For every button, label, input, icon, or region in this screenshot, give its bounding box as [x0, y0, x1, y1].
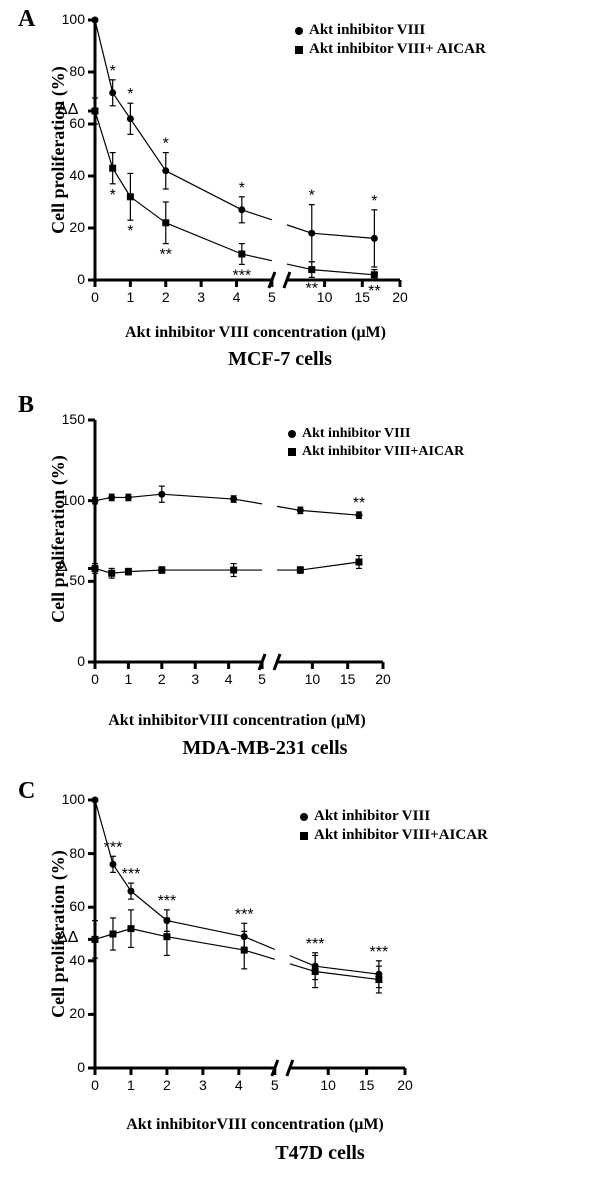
svg-text:***: *** — [306, 936, 325, 953]
xtick: 4 — [227, 1077, 251, 1093]
panel-title: T47D cells — [190, 1142, 450, 1165]
xtick: 5 — [263, 1077, 287, 1093]
svg-text:***: *** — [370, 944, 389, 961]
xtick: 1 — [119, 1077, 143, 1093]
xtick: 2 — [155, 1077, 179, 1093]
svg-text:***: *** — [235, 906, 254, 923]
square-marker-icon — [300, 832, 308, 840]
legend: Akt inhibitor VIII Akt inhibitor VIII+AIC… — [300, 808, 488, 846]
xtick: 10 — [316, 1077, 340, 1093]
figure: A*****************020406080100ΔΔ01234510… — [0, 0, 602, 1179]
svg-text:***: *** — [122, 866, 141, 883]
circle-marker-icon — [300, 813, 308, 821]
y-axis-label: Cell proliferation (%) — [48, 800, 69, 1068]
legend-item: Akt inhibitor VIII — [300, 808, 488, 825]
panel-C-svg: *** *** *** *** *** *** — [0, 0, 602, 1179]
svg-text:***: *** — [158, 893, 177, 910]
legend-item: Akt inhibitor VIII+AICAR — [300, 827, 488, 844]
x-axis-label: Akt inhibitorVIII concentration (μM) — [95, 1116, 415, 1134]
legend-label: Akt inhibitor VIII+AICAR — [314, 827, 488, 844]
legend-label: Akt inhibitor VIII — [314, 808, 430, 825]
xtick: 0 — [83, 1077, 107, 1093]
xtick: 15 — [355, 1077, 379, 1093]
xtick: 20 — [393, 1077, 417, 1093]
svg-text:***: *** — [104, 839, 123, 856]
xtick: 3 — [191, 1077, 215, 1093]
